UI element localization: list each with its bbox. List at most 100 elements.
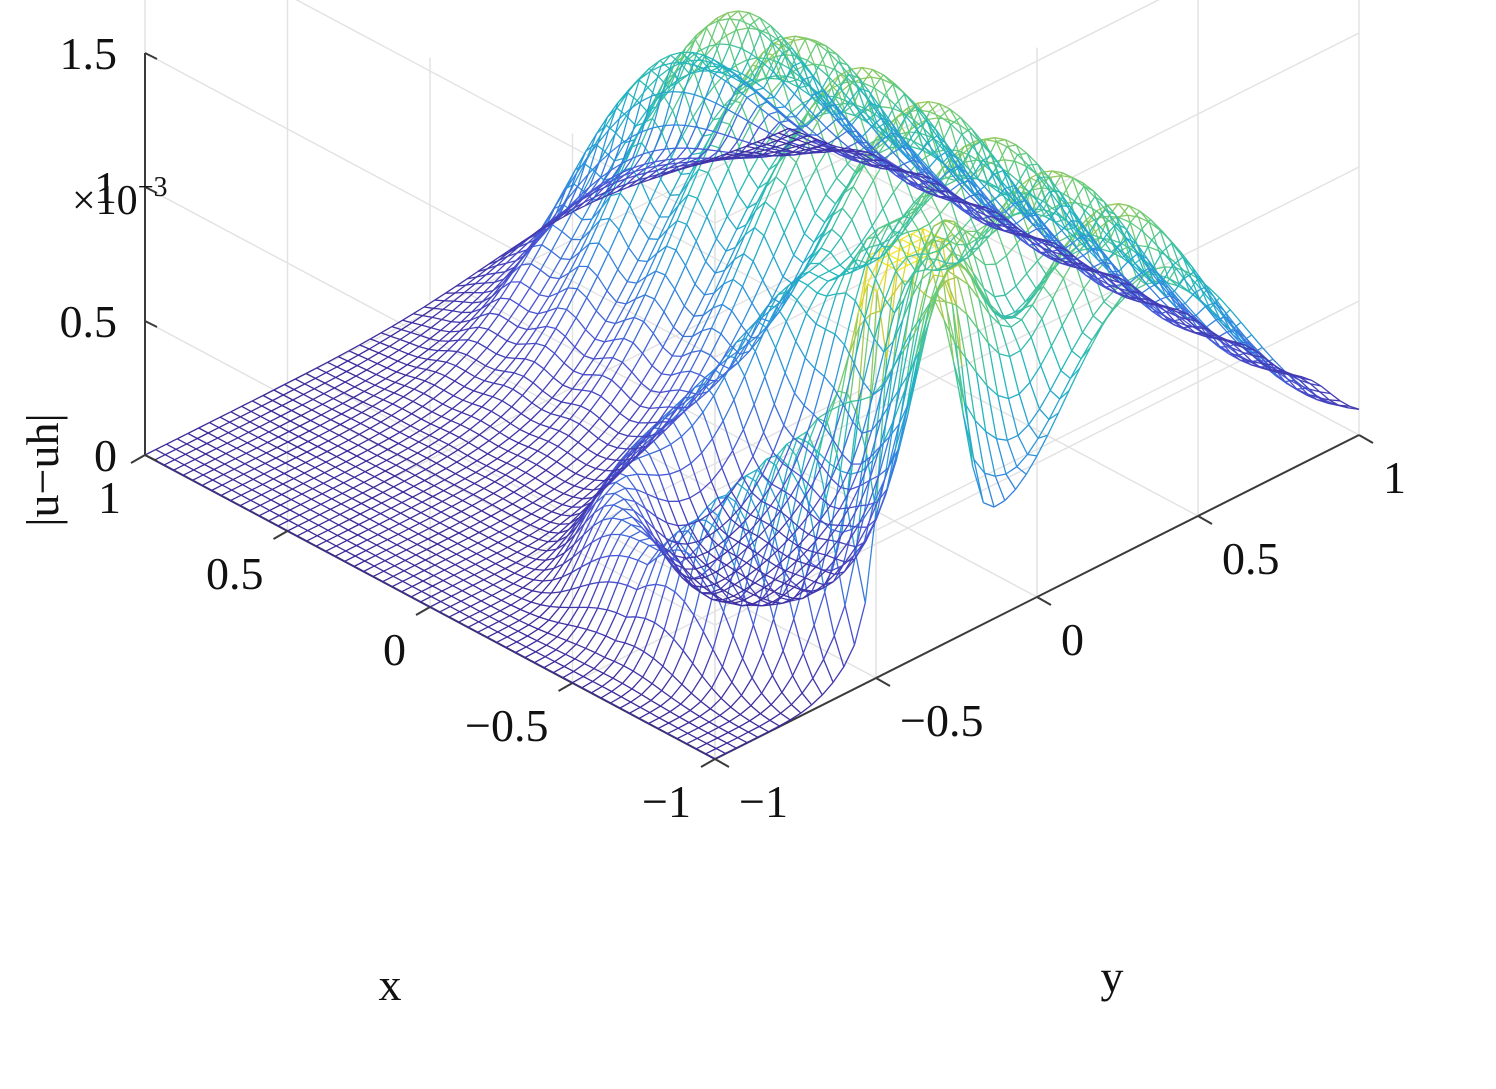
mesh-segment xyxy=(593,487,604,491)
mesh-segment xyxy=(867,236,877,240)
mesh-segment xyxy=(703,369,716,385)
mesh-segment xyxy=(786,556,797,562)
mesh-segment xyxy=(349,513,361,521)
mesh-segment xyxy=(311,498,322,505)
mesh-segment xyxy=(543,557,556,571)
mesh-segment xyxy=(623,498,635,511)
mesh-segment xyxy=(789,549,801,581)
mesh-segment xyxy=(753,404,765,433)
mesh-segment xyxy=(335,539,348,547)
mesh-segment xyxy=(983,472,995,508)
mesh-segment xyxy=(1041,298,1054,320)
mesh-segment xyxy=(637,435,648,438)
mesh-segment xyxy=(755,480,766,503)
mesh-segment xyxy=(540,511,553,519)
mesh-segment xyxy=(694,576,706,580)
mesh-segment xyxy=(518,619,529,626)
mesh-segment xyxy=(687,732,698,739)
mesh-segment xyxy=(731,450,743,477)
mesh-segment xyxy=(1139,210,1151,220)
mesh-segment xyxy=(437,543,448,550)
mesh-segment xyxy=(638,453,650,459)
mesh-segment xyxy=(369,513,381,520)
mesh-segment xyxy=(703,527,717,572)
mesh-segment xyxy=(966,314,977,373)
mesh-segment xyxy=(921,270,932,280)
mesh-segment xyxy=(278,514,290,522)
mesh-segment xyxy=(766,549,779,561)
mesh-segment xyxy=(459,521,470,528)
mesh-segment xyxy=(809,513,820,522)
mesh-segment xyxy=(574,647,587,660)
mesh-segment xyxy=(1190,277,1203,291)
mesh-segment xyxy=(331,492,343,500)
mesh-segment xyxy=(574,658,585,665)
mesh-segment xyxy=(706,497,718,508)
mesh-segment xyxy=(774,347,786,374)
mesh-segment xyxy=(987,342,1000,355)
mesh-segment xyxy=(780,704,792,714)
mesh-segment xyxy=(611,508,624,519)
mesh-segment xyxy=(779,510,791,520)
mesh-segment xyxy=(611,517,622,521)
mesh-segment xyxy=(1048,398,1061,420)
mesh-segment xyxy=(749,500,762,516)
mesh-segment xyxy=(714,583,725,592)
mesh-segment xyxy=(986,385,998,439)
mesh-segment xyxy=(1178,283,1191,293)
mesh-segment xyxy=(905,356,917,412)
mesh-segment xyxy=(311,493,323,500)
mesh-segment xyxy=(463,579,474,586)
mesh-segment xyxy=(641,683,653,696)
mesh-segment xyxy=(735,570,746,578)
mesh-segment xyxy=(628,540,640,558)
mesh-segment xyxy=(689,497,700,521)
mesh-segment xyxy=(779,495,792,512)
mesh-segment xyxy=(249,510,260,517)
mesh-segment xyxy=(834,553,846,606)
mesh-segment xyxy=(703,583,715,588)
mesh-segment xyxy=(458,532,469,539)
mesh-segment xyxy=(1191,266,1203,291)
mesh-segment xyxy=(1080,339,1093,359)
mesh-segment xyxy=(591,685,603,694)
mesh-segment xyxy=(857,246,869,254)
mesh-segment xyxy=(842,404,854,423)
mesh-segment xyxy=(676,524,688,533)
mesh-segment xyxy=(301,488,313,495)
mesh-segment xyxy=(673,563,686,570)
mesh-segment xyxy=(797,545,808,551)
mesh-segment xyxy=(521,597,532,603)
mesh-segment xyxy=(675,401,686,419)
mesh-segment xyxy=(740,506,751,516)
mesh-segment xyxy=(573,670,584,678)
mesh-segment xyxy=(552,500,563,506)
mesh-segment xyxy=(490,599,502,607)
mesh-segment xyxy=(736,337,747,343)
mesh-segment xyxy=(1001,315,1012,328)
mesh-segment xyxy=(684,387,696,403)
mesh-segment xyxy=(899,243,911,251)
mesh-segment xyxy=(1028,408,1041,426)
mesh-segment xyxy=(339,508,351,515)
mesh-segment xyxy=(768,725,780,733)
mesh-segment xyxy=(689,709,701,717)
mesh-segment xyxy=(372,576,383,583)
mesh-segment xyxy=(693,578,705,588)
mesh-segment xyxy=(658,475,669,502)
mesh-segment xyxy=(1010,319,1023,328)
mesh-segment xyxy=(996,229,1008,257)
mesh-segment xyxy=(528,528,541,537)
mesh-segment xyxy=(656,498,668,524)
mesh-segment xyxy=(502,583,514,591)
mesh-segment xyxy=(892,299,905,342)
mesh-segment xyxy=(270,499,281,506)
mesh-segment xyxy=(841,453,853,465)
mesh-segment xyxy=(401,502,412,509)
mesh-segment xyxy=(739,705,752,715)
mesh-segment xyxy=(707,551,718,560)
mesh-segment xyxy=(521,590,533,600)
mesh-segment xyxy=(947,260,960,270)
mesh-segment xyxy=(688,545,700,557)
mesh-segment xyxy=(880,370,893,419)
